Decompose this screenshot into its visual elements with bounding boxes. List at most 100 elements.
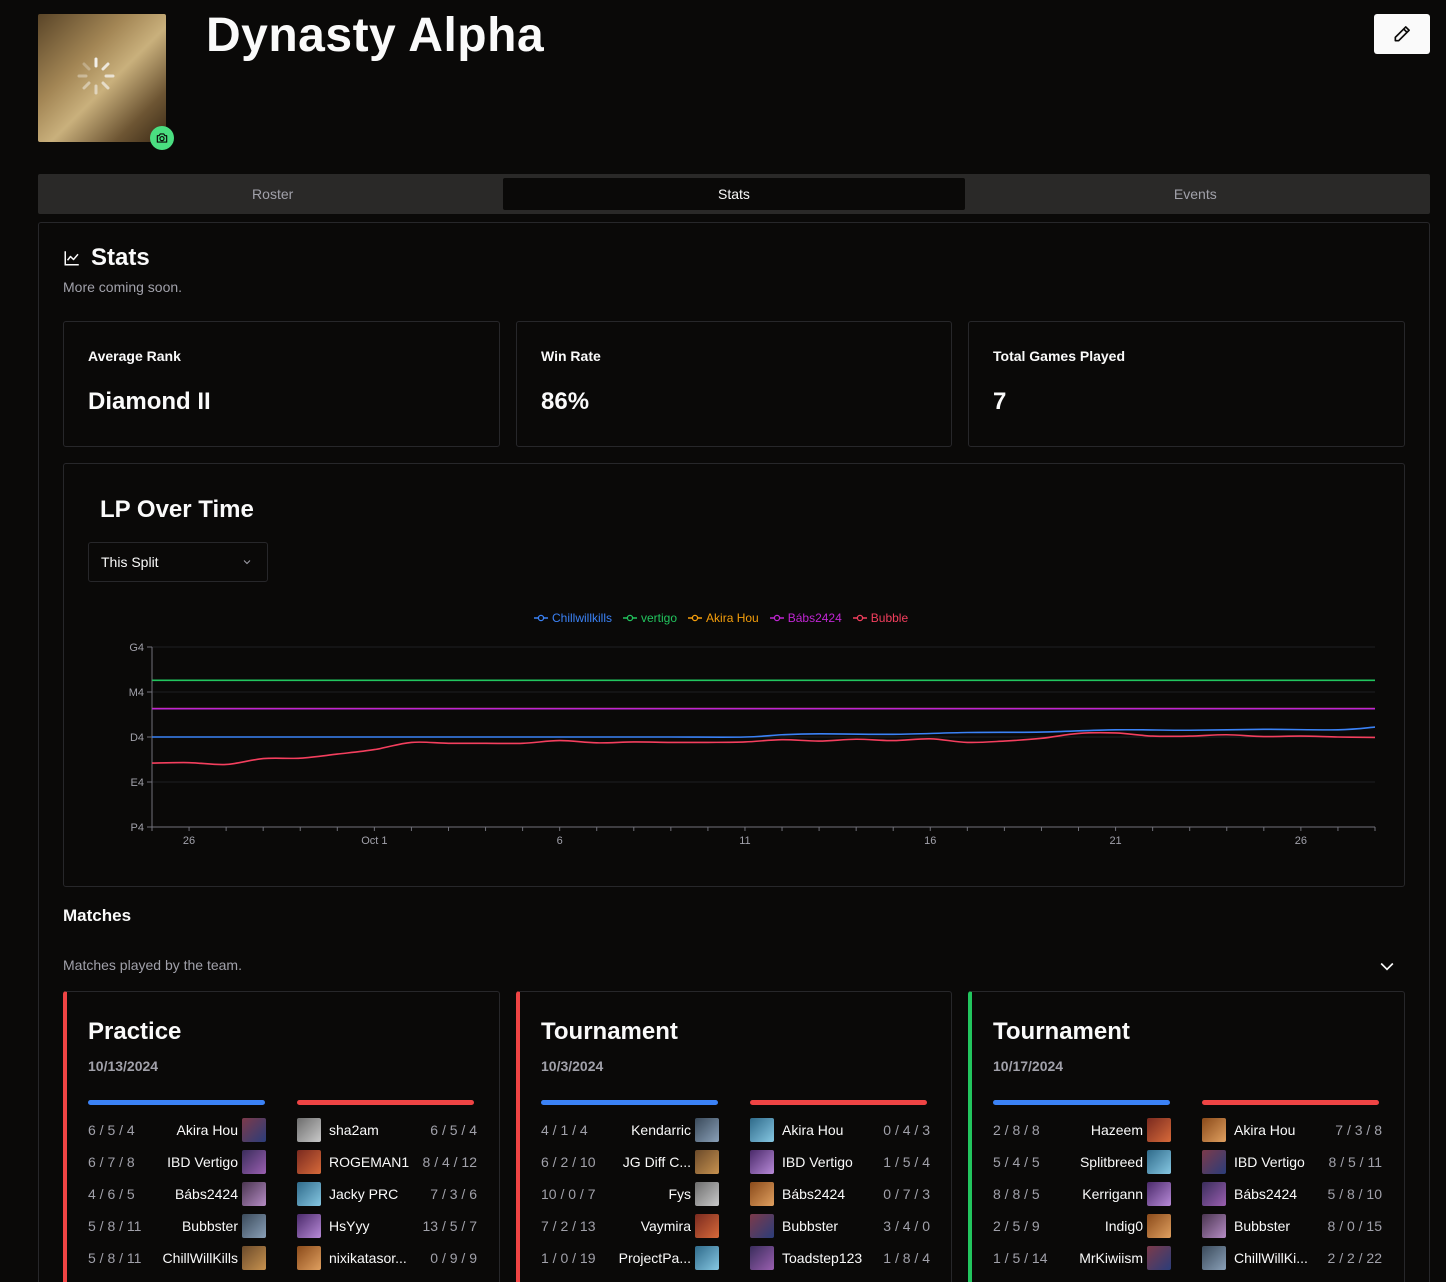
legend-label: vertigo — [641, 611, 678, 625]
player-name: nixikatasor... — [329, 1250, 407, 1266]
player-row[interactable]: 2 / 5 / 9 Indig0 — [993, 1210, 1171, 1242]
blue-team-bar — [88, 1100, 265, 1105]
stat-label: Win Rate — [541, 348, 601, 364]
player-row[interactable]: 2 / 8 / 8 Hazeem — [993, 1114, 1171, 1146]
player-kda: 4 / 1 / 4 — [541, 1122, 588, 1138]
team-avatar[interactable] — [38, 14, 166, 142]
match-card[interactable]: Tournament 10/17/2024 2 / 8 / 8 Hazeem 5 / 4… — [968, 991, 1405, 1282]
legend-item[interactable]: Bubble — [852, 611, 908, 625]
player-row[interactable]: Toadstep123 1 / 8 / 4 — [750, 1242, 930, 1274]
tab-roster[interactable]: Roster — [252, 186, 294, 202]
red-team: sha2am 6 / 5 / 4 ROGEMAN1 8 / 4 / 12 Jacky P… — [297, 1114, 477, 1274]
player-name: Fys — [668, 1186, 691, 1202]
legend-item[interactable]: Akira Hou — [688, 611, 759, 625]
player-name: MrKiwiism — [1079, 1250, 1143, 1266]
player-row[interactable]: sha2am 6 / 5 / 4 — [297, 1114, 477, 1146]
player-kda: 6 / 7 / 8 — [88, 1154, 135, 1170]
split-range-select[interactable]: This Split — [88, 542, 268, 582]
x-tick-label: 6 — [557, 835, 563, 847]
match-date: 10/3/2024 — [541, 1058, 604, 1074]
player-row[interactable]: 6 / 7 / 8 IBD Vertigo — [88, 1146, 266, 1178]
player-name: Bábs2424 — [1234, 1186, 1298, 1202]
player-row[interactable]: 10 / 0 / 7 Fys — [541, 1178, 719, 1210]
player-row[interactable]: 5 / 4 / 5 Splitbreed — [993, 1146, 1171, 1178]
player-row[interactable]: 4 / 6 / 5 Bábs2424 — [88, 1178, 266, 1210]
champion-icon — [297, 1182, 321, 1206]
champion-icon — [1202, 1214, 1226, 1238]
player-row[interactable]: Bubbster 8 / 0 / 15 — [1202, 1210, 1382, 1242]
player-row[interactable]: Akira Hou 0 / 4 / 3 — [750, 1114, 930, 1146]
player-row[interactable]: 1 / 0 / 19 ProjectPa... — [541, 1242, 719, 1274]
player-row[interactable]: 5 / 8 / 11 Bubbster — [88, 1210, 266, 1242]
collapse-matches-button[interactable] — [1374, 953, 1400, 979]
legend-item[interactable]: Bábs2424 — [769, 611, 842, 625]
edit-team-button[interactable] — [1374, 14, 1430, 54]
player-row[interactable]: 5 / 8 / 11 ChillWillKills — [88, 1242, 266, 1274]
player-row[interactable]: IBD Vertigo 8 / 5 / 11 — [1202, 1146, 1382, 1178]
player-row[interactable]: 4 / 1 / 4 Kendarric — [541, 1114, 719, 1146]
player-name: Bubbster — [1234, 1218, 1291, 1234]
player-kda: 1 / 5 / 4 — [883, 1154, 930, 1170]
player-kda: 6 / 5 / 4 — [430, 1122, 477, 1138]
tab-events[interactable]: Events — [1173, 186, 1217, 202]
champion-icon — [297, 1214, 321, 1238]
player-row[interactable]: 7 / 2 / 13 Vaymira — [541, 1210, 719, 1242]
legend-marker-icon — [852, 614, 867, 622]
team-name: Dynasty Alpha — [206, 9, 545, 62]
y-tick-label: M4 — [129, 687, 144, 699]
tab-bar: Roster Stats Events — [38, 174, 1430, 214]
champion-icon — [1202, 1246, 1226, 1270]
player-kda: 4 / 6 / 5 — [88, 1186, 135, 1202]
player-row[interactable]: ChillWillKi... 2 / 2 / 22 — [1202, 1242, 1382, 1274]
change-avatar-button[interactable] — [150, 126, 174, 150]
champion-icon — [695, 1118, 719, 1142]
player-name: Akira Hou — [782, 1122, 844, 1138]
player-name: ChillWillKills — [162, 1250, 238, 1266]
player-name: Bubbster — [181, 1218, 238, 1234]
x-tick-label: Oct 1 — [361, 835, 387, 847]
champion-icon — [242, 1150, 266, 1174]
y-tick-label: E4 — [131, 777, 144, 789]
player-kda: 1 / 5 / 14 — [993, 1250, 1048, 1266]
player-row[interactable]: IBD Vertigo 1 / 5 / 4 — [750, 1146, 930, 1178]
champion-icon — [297, 1150, 321, 1174]
player-row[interactable]: Bábs2424 5 / 8 / 10 — [1202, 1178, 1382, 1210]
player-row[interactable]: 1 / 5 / 14 MrKiwiism — [993, 1242, 1171, 1274]
match-card[interactable]: Practice 10/13/2024 6 / 5 / 4 Akira Hou 6 / … — [63, 991, 500, 1282]
player-row[interactable]: 6 / 2 / 10 JG Diff C... — [541, 1146, 719, 1178]
champion-icon — [1147, 1182, 1171, 1206]
legend-item[interactable]: Chillwillkills — [534, 611, 612, 625]
stats-title: Stats — [91, 244, 150, 271]
player-row[interactable]: Akira Hou 7 / 3 / 8 — [1202, 1114, 1382, 1146]
red-team: Akira Hou 0 / 4 / 3 IBD Vertigo 1 / 5 / 4 Bá… — [750, 1114, 930, 1274]
player-kda: 8 / 4 / 12 — [422, 1154, 477, 1170]
champion-icon — [242, 1182, 266, 1206]
champion-icon — [1147, 1246, 1171, 1270]
player-row[interactable]: Bábs2424 0 / 7 / 3 — [750, 1178, 930, 1210]
tab-stats[interactable]: Stats — [503, 178, 965, 210]
player-name: Akira Hou — [1234, 1122, 1296, 1138]
player-kda: 6 / 2 / 10 — [541, 1154, 596, 1170]
player-row[interactable]: Bubbster 3 / 4 / 0 — [750, 1210, 930, 1242]
player-name: ProjectPa... — [618, 1250, 691, 1266]
player-kda: 2 / 5 / 9 — [993, 1218, 1040, 1234]
champion-icon — [695, 1246, 719, 1270]
y-tick-label: P4 — [131, 822, 144, 834]
legend-marker-icon — [688, 614, 703, 622]
total-games-card: Total Games Played 7 — [968, 321, 1405, 447]
blue-team: 6 / 5 / 4 Akira Hou 6 / 7 / 8 IBD Vertigo 4 … — [88, 1114, 266, 1274]
player-row[interactable]: nixikatasor... 0 / 9 / 9 — [297, 1242, 477, 1274]
champion-icon — [297, 1118, 321, 1142]
legend-label: Akira Hou — [706, 611, 759, 625]
champion-icon — [297, 1246, 321, 1270]
legend-item[interactable]: vertigo — [623, 611, 677, 625]
match-card[interactable]: Tournament 10/3/2024 4 / 1 / 4 Kendarric 6 /… — [516, 991, 952, 1282]
player-row[interactable]: HsYyy 13 / 5 / 7 — [297, 1210, 477, 1242]
player-row[interactable]: 6 / 5 / 4 Akira Hou — [88, 1114, 266, 1146]
player-row[interactable]: 8 / 8 / 5 Kerrigann — [993, 1178, 1171, 1210]
player-name: Bábs2424 — [174, 1186, 238, 1202]
player-kda: 0 / 4 / 3 — [883, 1122, 930, 1138]
player-row[interactable]: Jacky PRC 7 / 3 / 6 — [297, 1178, 477, 1210]
player-name: Hazeem — [1090, 1122, 1143, 1138]
player-row[interactable]: ROGEMAN1 8 / 4 / 12 — [297, 1146, 477, 1178]
